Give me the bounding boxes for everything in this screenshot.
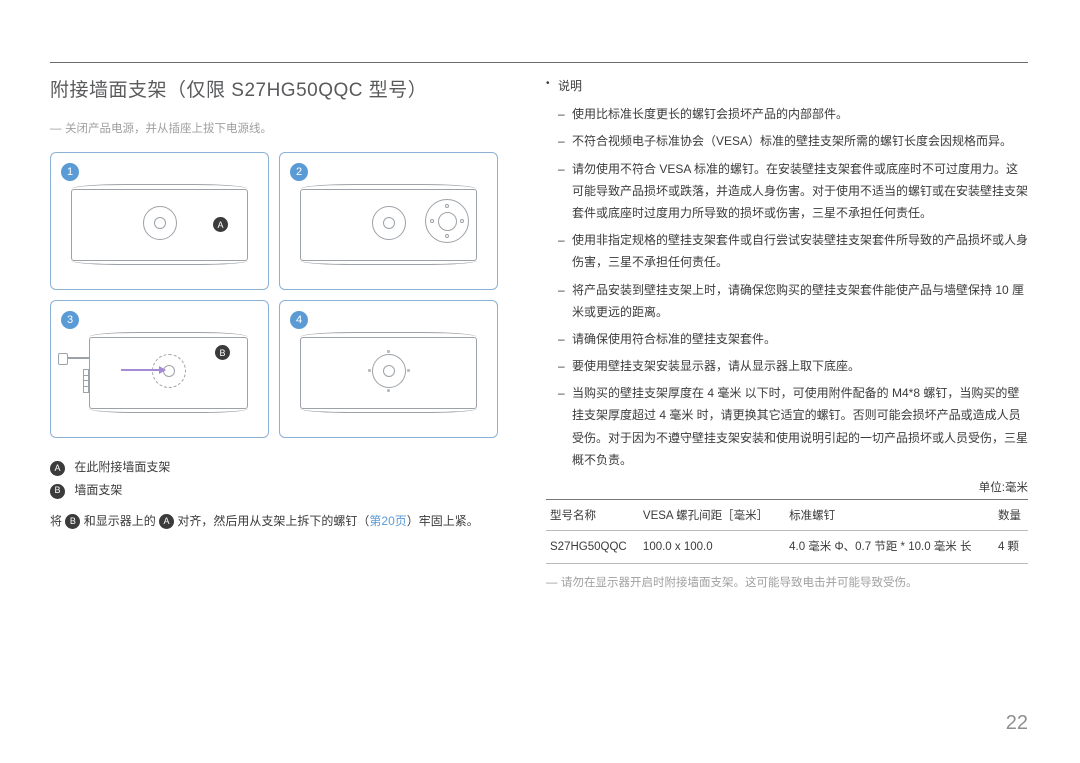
follow-mid2: 对齐，然后用从支架上拆下的螺钉（ [177,514,369,528]
legend-a: A 在此附接墙面支架 [50,456,498,479]
notes-list: 说明 使用比标准长度更长的螺钉会损坏产品的内部部件。 不符合视频电子标准协会（V… [546,75,1028,471]
th-model: 型号名称 [546,500,639,531]
diagram-step-1: 1 A [50,152,269,290]
follow-end: ）牢固上紧。 [407,514,479,528]
td-vesa: 100.0 x 100.0 [639,531,785,564]
note-item: 请确保使用符合标准的壁挂支架套件。 [558,328,1028,350]
notes-sublist: 使用比标准长度更长的螺钉会损坏产品的内部部件。 不符合视频电子标准协会（VESA… [558,103,1028,471]
step-number-badge: 3 [61,311,79,329]
warning-note: 请勿在显示器开启时附接墙面支架。这可能导致电击并可能导致受伤。 [546,574,1028,594]
step-number-badge: 4 [290,311,308,329]
mount-circle [143,206,177,240]
power-off-note: 关闭产品电源，并从插座上拔下电源线。 [50,120,498,138]
note-item: 要使用壁挂支架安装显示器，请从显示器上取下底座。 [558,355,1028,377]
diagram-step-4: 4 [279,300,498,438]
td-model: S27HG50QQC [546,531,639,564]
follow-pre: 将 [50,514,65,528]
note-item: 使用非指定规格的壁挂支架套件或自行尝试安装壁挂支架套件所导致的产品损坏或人身伤害… [558,229,1028,273]
table-header-row: 型号名称 VESA 螺孔间距［毫米］ 标准螺钉 数量 [546,500,1028,531]
spec-table: 型号名称 VESA 螺孔间距［毫米］ 标准螺钉 数量 S27HG50QQC 10… [546,499,1028,564]
note-item: 不符合视频电子标准协会（VESA）标准的壁挂支架所需的螺钉长度会因规格而异。 [558,130,1028,152]
td-screw: 4.0 毫米 Φ、0.7 节距 * 10.0 毫米 长 [785,531,994,564]
diagram-step-2: 2 [279,152,498,290]
label-b-badge-inline: B [65,514,80,529]
note-item: 将产品安装到壁挂支架上时，请确保您购买的壁挂支架套件能使产品与墙壁保持 10 厘… [558,279,1028,323]
monitor-back-illustration [300,337,477,409]
diagram-step-3: 3 B [50,300,269,438]
mount-circle [372,354,406,388]
table-unit-label: 单位:毫米 [546,479,1028,495]
note-item: 使用比标准长度更长的螺钉会损坏产品的内部部件。 [558,103,1028,125]
legend-b: B 墙面支架 [50,479,498,502]
note-item: 请勿使用不符合 VESA 标准的螺钉。在安装壁挂支架套件或底座时不可过度用力。这… [558,158,1028,225]
label-a-badge-inline: A [159,514,174,529]
legend-b-text: 墙面支架 [74,483,122,497]
follow-mid1: 和显示器上的 [84,514,159,528]
th-qty: 数量 [994,500,1028,531]
label-b-badge-inline: B [50,484,65,499]
insert-arrow-icon [121,369,165,371]
notes-heading: 说明 使用比标准长度更长的螺钉会损坏产品的内部部件。 不符合视频电子标准协会（V… [546,75,1028,471]
right-column: 说明 使用比标准长度更长的螺钉会损坏产品的内部部件。 不符合视频电子标准协会（V… [546,75,1028,594]
legend-a-text: 在此附接墙面支架 [74,460,170,474]
table-row: S27HG50QQC 100.0 x 100.0 4.0 毫米 Φ、0.7 节距… [546,531,1028,564]
th-vesa: VESA 螺孔间距［毫米］ [639,500,785,531]
td-qty: 4 颗 [994,531,1028,564]
alignment-instruction: 将 B 和显示器上的 A 对齐，然后用从支架上拆下的螺钉（第20页）牢固上紧。 [50,510,498,533]
section-title: 附接墙面支架（仅限 S27HG50QQC 型号） [50,75,498,102]
step-number-badge: 2 [290,163,308,181]
label-a-badge-inline: A [50,461,65,476]
note-item: 当购买的壁挂支架厚度在 4 毫米 以下时，可使用附件配备的 M4*8 螺钉，当购… [558,382,1028,471]
th-screw: 标准螺钉 [785,500,994,531]
page-number: 22 [1006,712,1028,735]
notes-heading-text: 说明 [558,79,582,93]
mount-circle [372,206,406,240]
top-horizontal-rule [50,62,1028,63]
page-reference-link[interactable]: 第20页 [369,514,406,528]
step-number-badge: 1 [61,163,79,181]
two-column-layout: 附接墙面支架（仅限 S27HG50QQC 型号） 关闭产品电源，并从插座上拔下电… [50,75,1028,594]
diagram-grid: 1 A 2 3 [50,152,498,438]
left-column: 附接墙面支架（仅限 S27HG50QQC 型号） 关闭产品电源，并从插座上拔下电… [50,75,498,594]
